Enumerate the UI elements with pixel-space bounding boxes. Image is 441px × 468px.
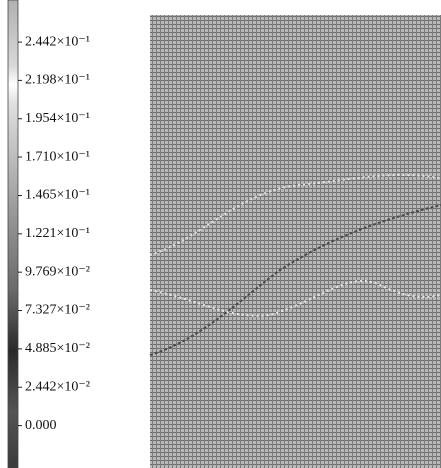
contour-band (149, 279, 441, 317)
mesh (150, 15, 441, 468)
colorbar-tick-label: 7.327×10⁻² (25, 303, 90, 318)
colorbar-tick-label: 1.954×10⁻¹ (25, 111, 90, 126)
colorbar-tick-label: 1.710×10⁻¹ (25, 149, 90, 164)
contour-band (149, 204, 441, 356)
colorbar-tick-label: 1.221×10⁻¹ (25, 226, 90, 241)
colorbar-tick-label: 2.198×10⁻¹ (25, 73, 90, 88)
field-plot (149, 15, 441, 468)
colorbar-tick-label: 0.000 (25, 418, 57, 433)
contour-band (149, 174, 441, 256)
colorbar-tick-label: 2.442×10⁻¹ (25, 34, 90, 49)
colorbar-tick-label: 2.442×10⁻² (25, 379, 90, 394)
colorbar (7, 0, 19, 468)
colorbar-tick-label: 1.465×10⁻¹ (25, 188, 90, 203)
colorbar-tick-label: 9.769×10⁻² (25, 264, 90, 279)
colorbar-tick-label: 4.885×10⁻² (25, 341, 90, 356)
